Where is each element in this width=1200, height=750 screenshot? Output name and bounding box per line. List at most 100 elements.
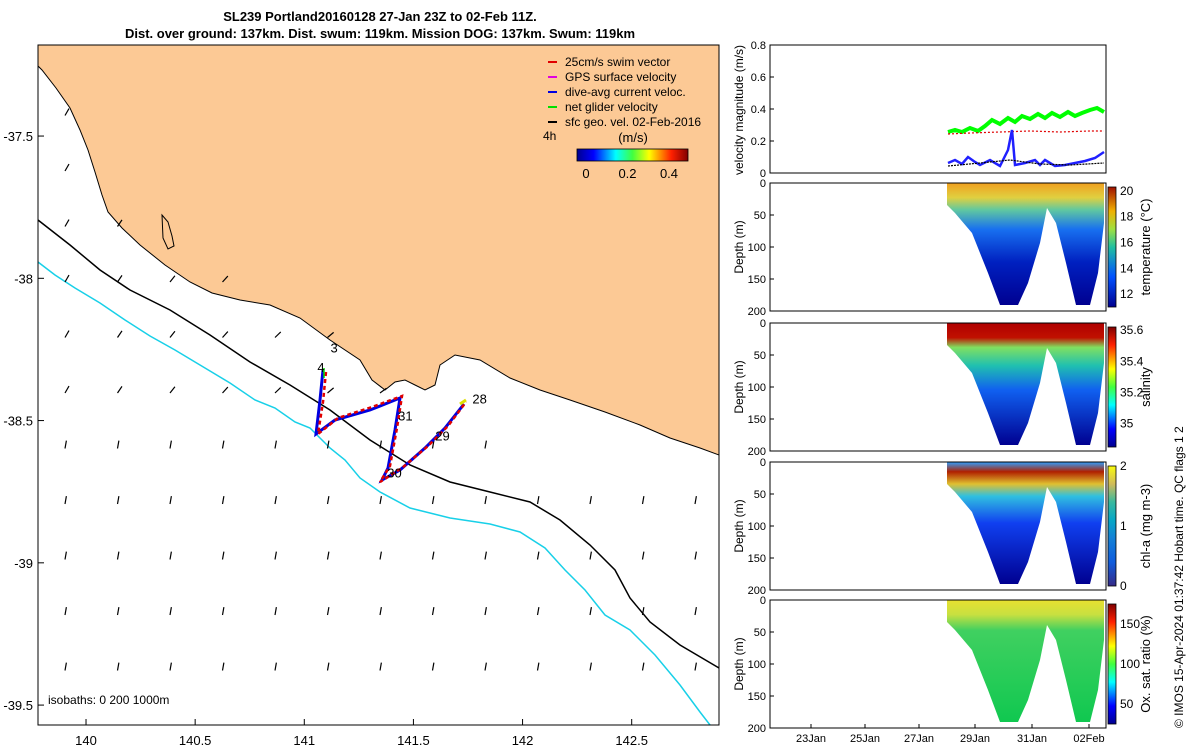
velocity-arrow [379, 551, 382, 560]
velocity-arrow [64, 330, 70, 338]
velocity-arrow [221, 607, 225, 616]
series-net-glider-speed [947, 105, 1105, 135]
chla-ylabel: Depth (m) [732, 499, 746, 552]
velocity-arrow [274, 551, 277, 560]
track-end-segment [459, 398, 467, 406]
temperature-cblabel: temperature (°C) [1138, 199, 1153, 296]
velocity-arrow [694, 551, 697, 560]
salinity-ylabel: Depth (m) [732, 360, 746, 413]
temperature-ylabel: Depth (m) [732, 220, 746, 273]
velocity-arrow [641, 607, 645, 616]
temperature-ytick-label-0: 0 [760, 178, 766, 190]
velocity-arrow [221, 496, 225, 505]
speed-cb-tick-1: 0.2 [618, 166, 636, 181]
velocity-arrow [117, 275, 123, 283]
velocity-axes [769, 44, 1107, 174]
chla-ytick-label-3: 150 [748, 553, 766, 565]
series-current-speed [947, 129, 1105, 168]
isobath-200m [38, 219, 719, 669]
temperature-cb-tick-0: 12 [1120, 287, 1134, 301]
temperature-cb-tick-1: 14 [1120, 261, 1134, 275]
day-label-4: 4 [317, 360, 324, 375]
velocity-arrow [326, 607, 330, 616]
velocity-arrow [589, 607, 592, 616]
velocity-arrow [327, 331, 335, 338]
oxygen-cb-tick-0: 50 [1120, 697, 1134, 711]
salinity-ytick-label-2: 100 [748, 382, 766, 394]
day-label-30: 30 [387, 465, 401, 480]
lat-tick-label-4: -39.5 [3, 698, 33, 713]
velocity-arrow [117, 386, 123, 394]
velocity-yticks: 0 0.2 0.4 0.6 0.8 [751, 40, 774, 180]
velocity-arrow [274, 331, 282, 338]
salinity-cb-tick-2: 35.4 [1120, 354, 1144, 368]
temperature-cb-tick-3: 18 [1120, 210, 1134, 224]
oxygen-cb-tick-2: 150 [1120, 617, 1140, 631]
temperature-ytick-label-3: 150 [748, 274, 766, 286]
salinity-cb-tick-3: 35.6 [1120, 323, 1144, 337]
velocity-arrow [484, 496, 487, 505]
velocity-arrow [536, 551, 540, 560]
oxygen-colorbar [1107, 603, 1117, 725]
credit-text: © IMOS 15-Apr-2024 01:37:42 Hobart time.… [1172, 426, 1186, 728]
salinity-panel: 0 50 100 150 200 Depth (m) 35 35.2 35.4 35.6 salin… [732, 318, 1153, 458]
velocity-arrow [641, 496, 645, 505]
velocity-arrow [326, 662, 330, 671]
salinity-cb-tick-0: 35 [1120, 417, 1134, 431]
lon-tick-label-1: 140.5 [179, 733, 212, 748]
lon-tick-label-2: 141 [293, 733, 315, 748]
map-lon-ticks: 140 140.5 141 141.5 142 142.5 [75, 719, 648, 748]
velocity-arrow [274, 496, 277, 505]
velocity-arrow [169, 551, 172, 560]
velocity-arrow [589, 551, 592, 560]
velocity-arrow [169, 607, 172, 616]
speed-cb-tick-0: 0 [582, 166, 589, 181]
chla-ytick-label-0: 0 [760, 457, 766, 469]
temperature-cb-tick-2: 16 [1120, 235, 1134, 249]
lat-tick-label-3: -39 [14, 556, 33, 571]
velocity-arrow [169, 496, 172, 505]
velocity-ylabel: velocity magnitude (m/s) [732, 45, 746, 175]
salinity-ytick-label-4: 200 [748, 446, 766, 458]
oxygen-section-data [947, 600, 1104, 722]
velocity-arrow [64, 496, 67, 505]
time-tick-label-1: 25Jan [850, 733, 880, 745]
lon-tick-label-4: 142 [512, 733, 534, 748]
velocity-arrow [221, 662, 225, 671]
vel-ytick-label-0: 0 [760, 168, 766, 180]
velocity-arrow [536, 496, 540, 505]
velocity-arrow [641, 551, 645, 560]
legend-entry-1: GPS surface velocity [565, 70, 676, 84]
oxygen-cblabel: Ox. sat. ratio (%) [1138, 615, 1153, 713]
chla-panel: 0 50 100 150 200 Depth (m) 0 1 2 chl-a (mg m-3) [732, 457, 1153, 597]
chla-cblabel: chl-a (mg m-3) [1138, 484, 1153, 569]
velocity-arrow [641, 662, 645, 671]
velocity-arrow [536, 662, 540, 671]
velocity-arrow [116, 551, 120, 560]
velocity-arrow [64, 108, 70, 116]
vel-ytick-label-4: 0.8 [751, 40, 766, 52]
velocity-arrow [274, 440, 277, 449]
chla-cb-tick-2: 2 [1120, 459, 1127, 473]
land-mass [38, 45, 719, 456]
velocity-arrow [274, 662, 277, 671]
lon-tick-label-5: 142.5 [615, 733, 648, 748]
map-frame [37, 44, 720, 726]
colorbar-title: (m/s) [618, 130, 648, 145]
chla-cb-tick-1: 1 [1120, 519, 1127, 533]
plot-title-line2: Dist. over ground: 137km. Dist. swum: 11… [124, 26, 636, 41]
velocity-arrow [694, 607, 697, 616]
time-tick-label-0: 23Jan [796, 733, 826, 745]
vel-ytick-label-1: 0.2 [751, 136, 766, 148]
velocity-arrow [431, 440, 435, 449]
velocity-arrow [274, 387, 282, 394]
oxygen-ytick-label-1: 50 [754, 627, 766, 639]
day-label-29: 29 [435, 428, 449, 443]
velocity-arrow [222, 275, 229, 283]
legend-entry-0: 25cm/s swim vector [565, 55, 670, 69]
time-tick-label-4: 31Jan [1017, 733, 1047, 745]
speed-colorbar [576, 148, 689, 162]
